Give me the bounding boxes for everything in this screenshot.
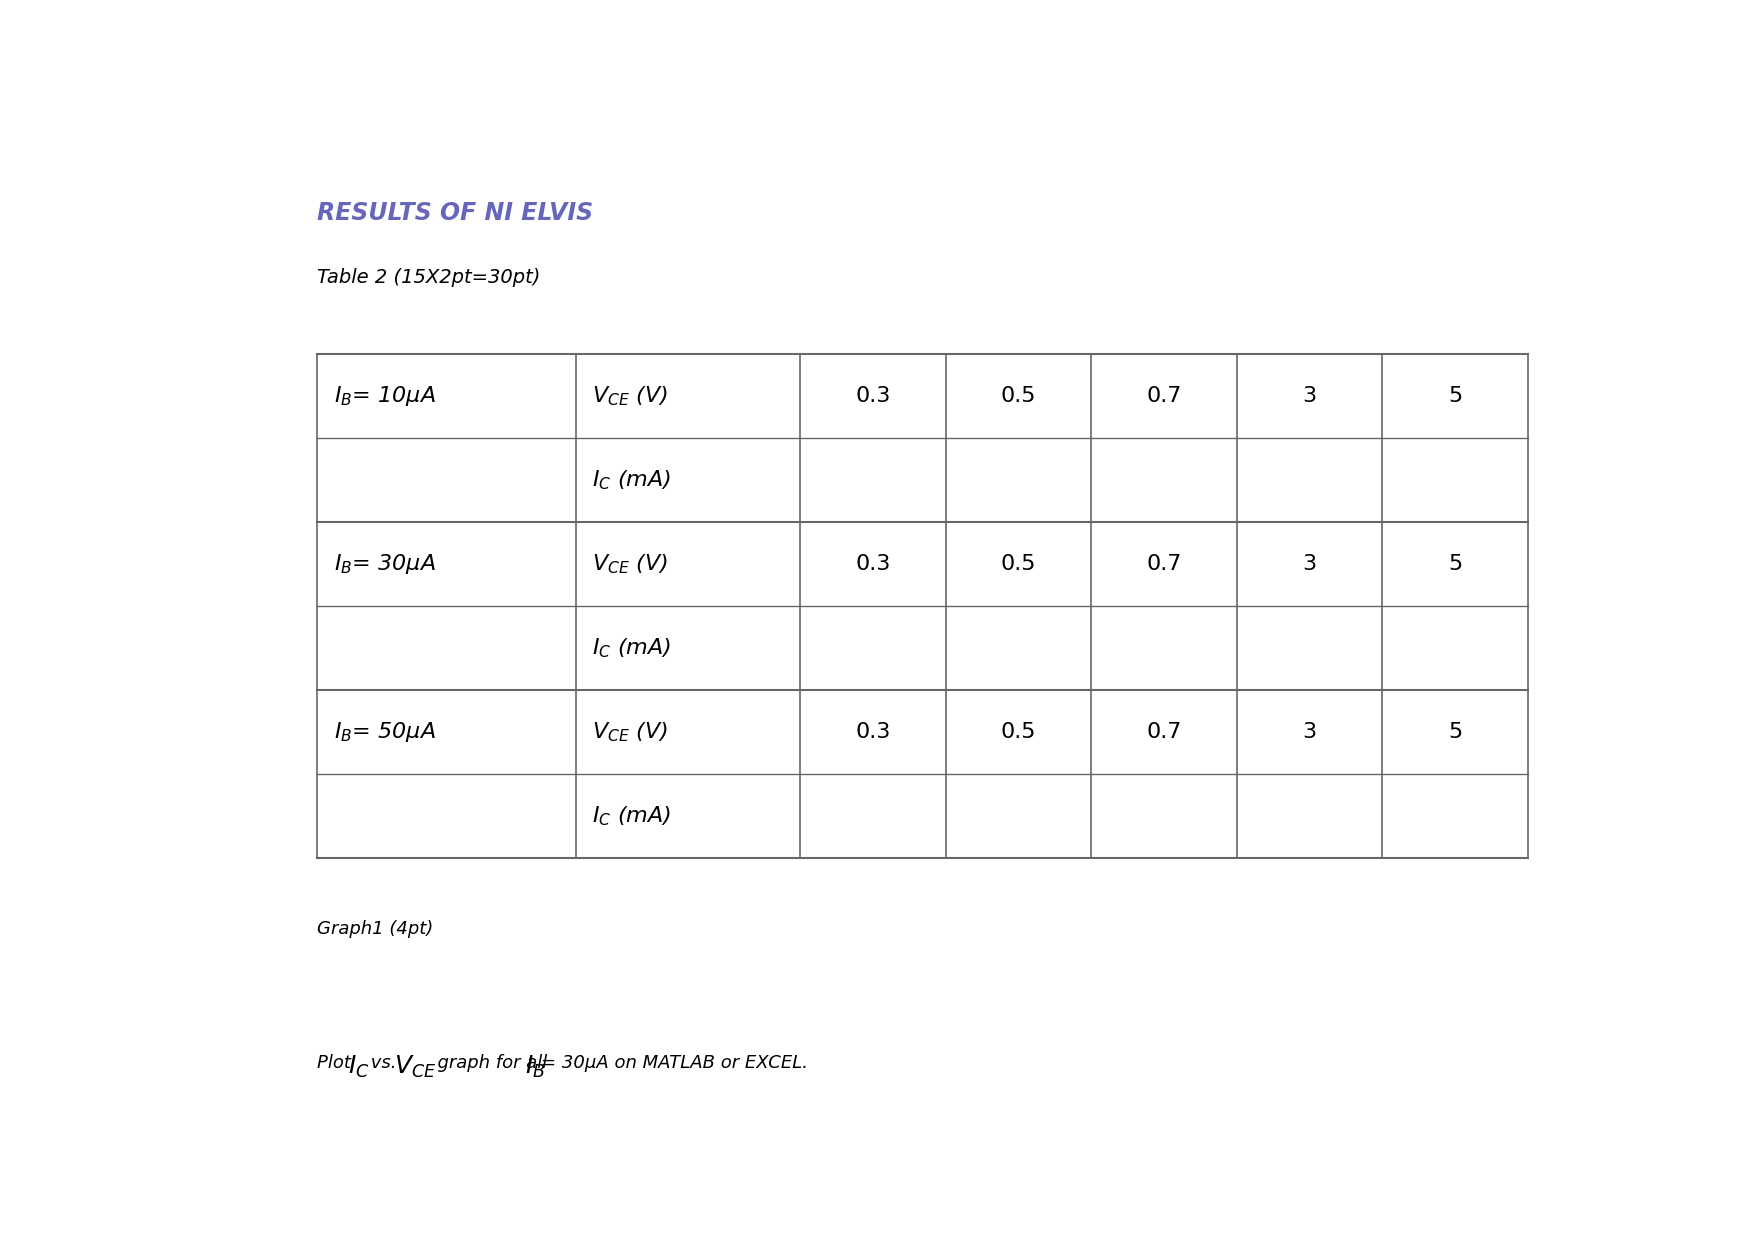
Text: 0.7: 0.7: [1146, 386, 1181, 405]
Text: 3: 3: [1302, 386, 1316, 405]
Text: $I_C$ (mA): $I_C$ (mA): [591, 805, 670, 828]
Text: Plot: Plot: [318, 1054, 356, 1071]
Text: graph for all: graph for all: [426, 1054, 553, 1071]
Text: 5: 5: [1448, 554, 1462, 574]
Text: $I_C$ (mA): $I_C$ (mA): [591, 469, 670, 492]
Text: $I_B$= 10μA: $I_B$= 10μA: [333, 384, 435, 408]
Text: Graph1 (4pt): Graph1 (4pt): [318, 920, 433, 939]
Text: 5: 5: [1448, 722, 1462, 743]
Text: $I_B$: $I_B$: [525, 1054, 546, 1080]
Text: 0.7: 0.7: [1146, 554, 1181, 574]
Text: $V_{CE}$ (V): $V_{CE}$ (V): [591, 720, 669, 744]
Text: 3: 3: [1302, 554, 1316, 574]
Text: 0.3: 0.3: [855, 386, 890, 405]
Text: $I_B$= 50μA: $I_B$= 50μA: [333, 720, 435, 744]
Text: $V_{CE}$: $V_{CE}$: [393, 1054, 435, 1080]
Text: 0.5: 0.5: [1000, 386, 1035, 405]
Text: $V_{CE}$ (V): $V_{CE}$ (V): [591, 552, 669, 575]
Text: = 30μA on MATLAB or EXCEL.: = 30μA on MATLAB or EXCEL.: [541, 1054, 807, 1071]
Text: 0.7: 0.7: [1146, 722, 1181, 743]
Text: 0.3: 0.3: [855, 554, 890, 574]
Text: $I_B$= 30μA: $I_B$= 30μA: [333, 552, 435, 577]
Text: 0.5: 0.5: [1000, 554, 1035, 574]
Text: 5: 5: [1448, 386, 1462, 405]
Text: 3: 3: [1302, 722, 1316, 743]
Text: 0.3: 0.3: [855, 722, 890, 743]
Text: vs.: vs.: [365, 1054, 402, 1071]
Text: RESULTS OF NI ELVIS: RESULTS OF NI ELVIS: [318, 201, 593, 226]
Text: Table 2 (15X2pt=30pt): Table 2 (15X2pt=30pt): [318, 268, 541, 288]
Text: $I_C$: $I_C$: [347, 1054, 370, 1080]
Text: $V_{CE}$ (V): $V_{CE}$ (V): [591, 384, 669, 408]
Text: $I_C$ (mA): $I_C$ (mA): [591, 636, 670, 660]
Text: 0.5: 0.5: [1000, 722, 1035, 743]
